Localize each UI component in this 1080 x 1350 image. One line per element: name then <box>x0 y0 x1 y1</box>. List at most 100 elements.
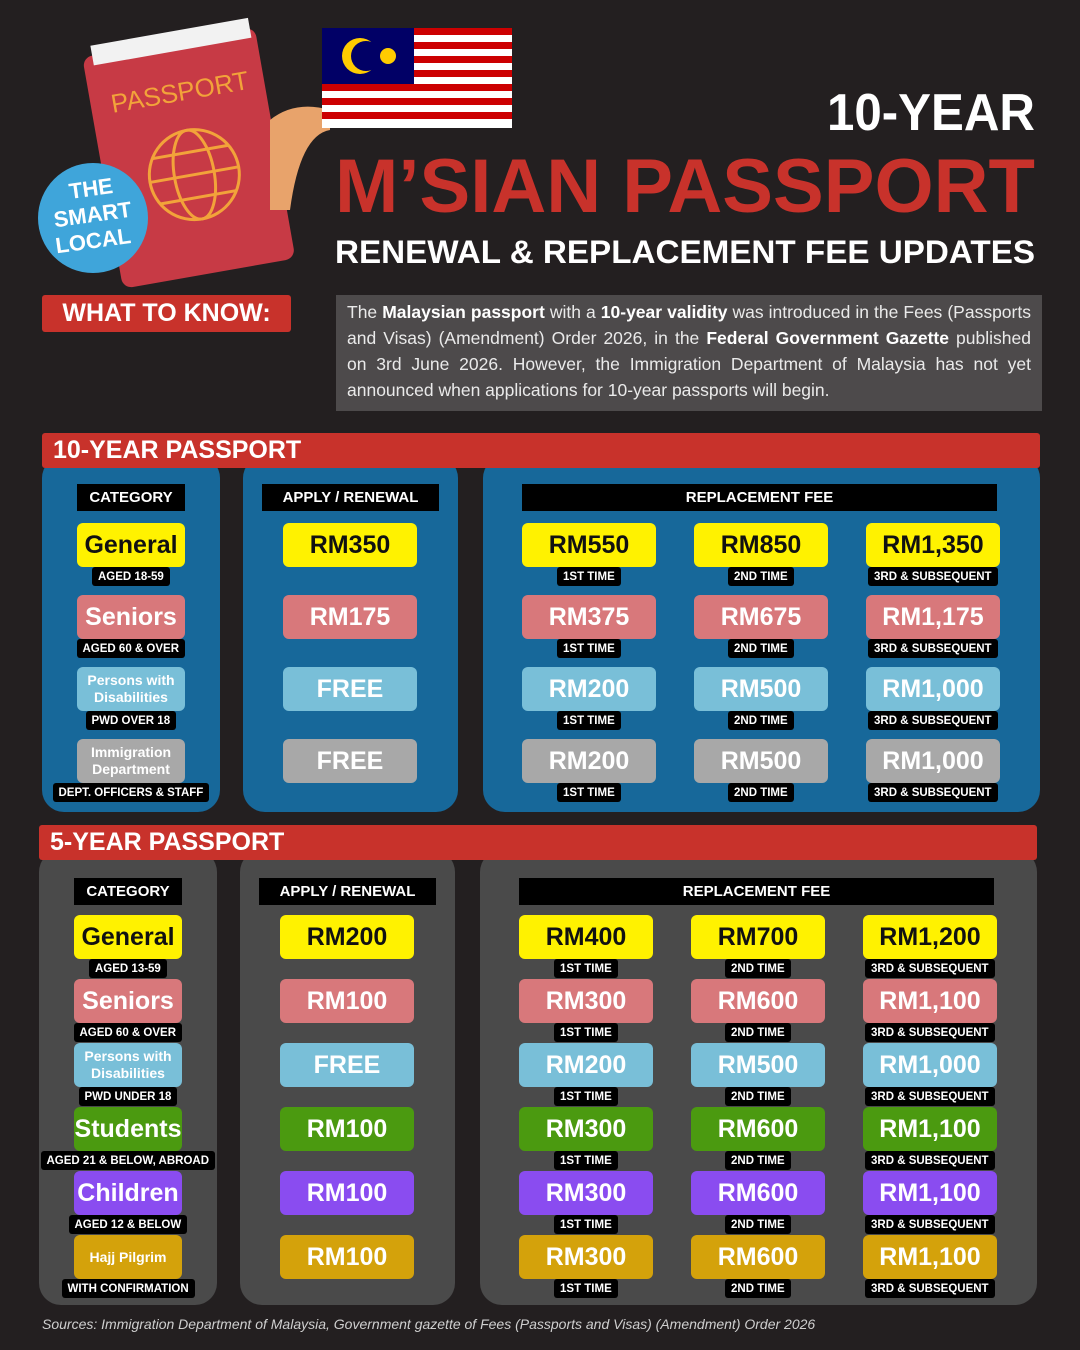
replacement-fee: RM1,175 <box>866 595 1000 639</box>
badge: 3RD & SUBSEQUENT <box>865 1151 995 1170</box>
badge: 3RD & SUBSEQUENT <box>868 711 998 730</box>
title-line-2: M’SIAN PASSPORT <box>335 144 1035 229</box>
badge: AGED 12 & BELOW <box>68 1215 188 1234</box>
badge: PWD OVER 18 <box>85 711 177 730</box>
hand <box>270 106 330 210</box>
replacement-fee: RM1,350 <box>866 523 1000 567</box>
badge: PWD UNDER 18 <box>78 1087 178 1106</box>
category-pill: Hajj Pilgrim <box>74 1235 182 1279</box>
badge: AGED 60 & OVER <box>73 1023 182 1042</box>
logo-badge <box>38 163 148 273</box>
category-pill: Persons with Disabilities <box>77 667 185 711</box>
badge: 1ST TIME <box>557 567 621 586</box>
badge: 2ND TIME <box>728 711 794 730</box>
category-pill: General <box>77 523 185 567</box>
apply-fee: RM350 <box>283 523 417 567</box>
intro-segment: The <box>347 302 383 322</box>
badge: 2ND TIME <box>725 1023 791 1042</box>
badge: 1ST TIME <box>554 1023 618 1042</box>
badge: 2ND TIME <box>725 1215 791 1234</box>
section-title: 10-YEAR PASSPORT <box>42 433 1040 468</box>
category-pill: Immigration Department <box>77 739 185 783</box>
badge: 2ND TIME <box>728 639 794 658</box>
intro-segment: Malaysian passport <box>382 302 545 322</box>
intro-text: The Malaysian passport with a 10-year va… <box>336 295 1042 411</box>
apply-fee: FREE <box>280 1043 414 1087</box>
apply-fee: RM100 <box>280 1235 414 1279</box>
column-header: APPLY / RENEWAL <box>262 484 439 511</box>
category-pill: General <box>74 915 182 959</box>
replacement-fee: RM700 <box>691 915 825 959</box>
header-art: PASSPORT THE SMART LOCAL 10-YEAR M’SIAN … <box>38 17 1035 288</box>
apply-fee: FREE <box>283 667 417 711</box>
replacement-fee: RM300 <box>519 979 653 1023</box>
replacement-fee: RM400 <box>519 915 653 959</box>
badge: 2ND TIME <box>725 959 791 978</box>
category-pill: Seniors <box>74 979 182 1023</box>
badge: 1ST TIME <box>554 1087 618 1106</box>
badge: 1ST TIME <box>554 1215 618 1234</box>
category-pill: Children <box>74 1171 182 1215</box>
badge: 2ND TIME <box>725 1151 791 1170</box>
badge: 2ND TIME <box>728 567 794 586</box>
column-header: CATEGORY <box>74 878 182 905</box>
apply-fee: RM100 <box>280 979 414 1023</box>
logo-text: THE <box>67 173 114 204</box>
badge: 1ST TIME <box>557 783 621 802</box>
replacement-fee: RM1,100 <box>863 979 997 1023</box>
badge: 3RD & SUBSEQUENT <box>865 1023 995 1042</box>
replacement-fee: RM500 <box>691 1043 825 1087</box>
badge: 2ND TIME <box>728 783 794 802</box>
replacement-fee: RM500 <box>694 667 828 711</box>
category-pill: Seniors <box>77 595 185 639</box>
category-pill: Persons with Disabilities <box>74 1043 182 1087</box>
badge: AGED 13-59 <box>89 959 167 978</box>
replacement-fee: RM375 <box>522 595 656 639</box>
apply-fee: FREE <box>283 739 417 783</box>
section-title: 5-YEAR PASSPORT <box>39 825 1037 860</box>
replacement-fee: RM600 <box>691 979 825 1023</box>
replacement-fee: RM675 <box>694 595 828 639</box>
badge: 3RD & SUBSEQUENT <box>868 783 998 802</box>
replacement-fee: RM1,200 <box>863 915 997 959</box>
flag <box>322 28 512 128</box>
badge: 3RD & SUBSEQUENT <box>868 567 998 586</box>
title-line-1: 10-YEAR <box>827 84 1035 142</box>
badge: AGED 18-59 <box>92 567 170 586</box>
apply-fee: RM200 <box>280 915 414 959</box>
subtitle: RENEWAL & REPLACEMENT FEE UPDATES <box>335 234 1035 270</box>
replacement-fee: RM500 <box>694 739 828 783</box>
column-header: APPLY / RENEWAL <box>259 878 436 905</box>
replacement-fee: RM300 <box>519 1235 653 1279</box>
badge: 2ND TIME <box>725 1087 791 1106</box>
intro-segment: Federal Government Gazette <box>706 328 949 348</box>
badge: 2ND TIME <box>725 1279 791 1298</box>
column-header: REPLACEMENT FEE <box>522 484 997 511</box>
replacement-fee: RM200 <box>522 739 656 783</box>
intro-segment: with a <box>544 302 601 322</box>
category-pill: Students <box>74 1107 182 1151</box>
badge: 1ST TIME <box>554 959 618 978</box>
column-header: CATEGORY <box>77 484 185 511</box>
badge: 3RD & SUBSEQUENT <box>865 1279 995 1298</box>
intro-segment: 10-year validity <box>600 302 728 322</box>
badge: 3RD & SUBSEQUENT <box>865 959 995 978</box>
replacement-fee: RM600 <box>691 1235 825 1279</box>
intro-label: WHAT TO KNOW: <box>42 295 291 332</box>
badge: 1ST TIME <box>554 1279 618 1298</box>
replacement-fee: RM200 <box>522 667 656 711</box>
badge: AGED 21 & BELOW, ABROAD <box>40 1151 216 1170</box>
column-header: REPLACEMENT FEE <box>519 878 994 905</box>
replacement-fee: RM850 <box>694 523 828 567</box>
apply-fee: RM100 <box>280 1107 414 1151</box>
badge: 3RD & SUBSEQUENT <box>868 639 998 658</box>
apply-fee: RM175 <box>283 595 417 639</box>
badge: AGED 60 & OVER <box>76 639 185 658</box>
replacement-fee: RM600 <box>691 1171 825 1215</box>
badge: WITH CONFIRMATION <box>61 1279 195 1298</box>
footer: Sources: Immigration Department of Malay… <box>42 1316 816 1332</box>
replacement-fee: RM1,100 <box>863 1235 997 1279</box>
badge: 3RD & SUBSEQUENT <box>865 1087 995 1106</box>
intro-segment: published on 3rd June 2026. However, the… <box>347 328 1031 400</box>
